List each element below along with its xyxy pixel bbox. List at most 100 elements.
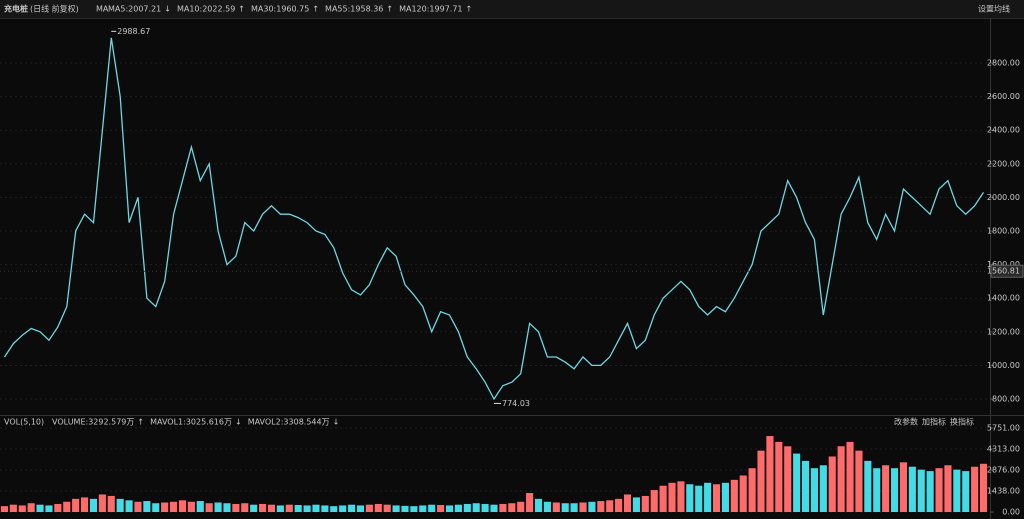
vol-arrow: ↓ bbox=[333, 418, 340, 427]
volume-bar bbox=[445, 505, 454, 512]
volume-bar bbox=[0, 506, 9, 512]
volume-bar bbox=[926, 471, 934, 512]
y-tick-label: 2400.00 bbox=[987, 126, 1020, 135]
y-tick-label: 2876.00 bbox=[987, 465, 1020, 474]
volume-bar bbox=[454, 504, 462, 512]
volume-bar bbox=[588, 501, 596, 512]
volume-bar bbox=[339, 505, 347, 512]
volume-bar bbox=[801, 460, 810, 512]
volume-bar bbox=[695, 485, 703, 512]
volume-bar bbox=[953, 469, 961, 512]
volume-bar bbox=[463, 503, 471, 512]
last-price-box bbox=[990, 264, 1024, 278]
y-tick-label: 1200.00 bbox=[987, 327, 1020, 336]
y-tick-label: 2800.00 bbox=[987, 59, 1020, 68]
volume-bar bbox=[899, 462, 908, 512]
ma-value: MA120:1997.71 bbox=[399, 5, 462, 14]
volume-bar bbox=[828, 456, 836, 512]
volume-bar bbox=[170, 501, 178, 512]
volume-bar bbox=[80, 497, 89, 512]
volume-bar bbox=[534, 498, 543, 512]
volume-bar bbox=[356, 505, 365, 512]
volume-bar bbox=[784, 446, 792, 512]
volume-bar bbox=[712, 484, 721, 512]
indicator-button[interactable]: 换指标 bbox=[950, 417, 974, 427]
volume-bar bbox=[552, 502, 560, 512]
volume-bar bbox=[267, 504, 276, 512]
volume-bar bbox=[962, 471, 970, 512]
volume-bar bbox=[312, 504, 320, 512]
volume-bar bbox=[721, 482, 729, 512]
y-tick-label: 0.00 bbox=[1002, 508, 1020, 517]
settings-button[interactable]: 设置均线 bbox=[978, 4, 1010, 14]
volume-bar bbox=[365, 504, 373, 512]
volume-bar bbox=[348, 504, 356, 512]
volume-bar bbox=[748, 468, 756, 512]
volume-bar bbox=[882, 465, 890, 512]
volume-bar bbox=[410, 506, 418, 512]
volume-bar bbox=[704, 482, 712, 512]
volume-bar bbox=[72, 498, 80, 512]
volume-bar bbox=[134, 501, 142, 512]
volume-bar bbox=[285, 504, 293, 512]
volume-bar bbox=[178, 500, 187, 512]
ma-value: MA5:2007.21 bbox=[108, 5, 161, 14]
volume-bar bbox=[793, 453, 801, 512]
y-tick-label: 5751.00 bbox=[987, 424, 1020, 433]
volume-bar bbox=[517, 501, 525, 512]
volume-bar bbox=[819, 465, 827, 512]
volume-bar bbox=[730, 479, 738, 512]
volume-bar bbox=[864, 460, 872, 512]
vol-value: VOLUME:3292.579万 bbox=[52, 418, 134, 427]
y-tick-label: 1600.00 bbox=[987, 260, 1020, 269]
volume-bar bbox=[63, 501, 71, 512]
volume-bar bbox=[321, 505, 329, 512]
y-tick-label: 1800.00 bbox=[987, 227, 1020, 236]
ma-value: MA30:1960.75 bbox=[251, 5, 309, 14]
volume-bar bbox=[54, 503, 62, 512]
volume-bar bbox=[45, 505, 53, 512]
ma-value: MA55:1958.36 bbox=[325, 5, 383, 14]
volume-bar bbox=[543, 501, 551, 512]
volume-bar bbox=[757, 450, 765, 512]
volume-bar bbox=[659, 485, 667, 512]
volume-bar bbox=[677, 481, 685, 512]
volume-bar bbox=[632, 497, 640, 512]
ma-value: MA10:2022.59 bbox=[177, 5, 235, 14]
volume-bar bbox=[766, 436, 774, 512]
volume-bar bbox=[623, 494, 632, 512]
volume-bar bbox=[606, 500, 614, 512]
volume-bar bbox=[686, 484, 694, 512]
indicator-button[interactable]: 改参数 bbox=[894, 417, 918, 427]
volume-bar bbox=[944, 465, 952, 512]
low-annotation: 774.03 bbox=[502, 399, 530, 408]
volume-bar bbox=[561, 503, 569, 512]
volume-bar bbox=[152, 503, 160, 512]
volume-bar bbox=[855, 450, 863, 512]
volume-bar bbox=[935, 468, 943, 512]
volume-bar bbox=[615, 498, 623, 512]
y-tick-label: 4313.00 bbox=[987, 444, 1020, 453]
volume-bar bbox=[205, 503, 213, 512]
volume-bar bbox=[846, 441, 854, 512]
volume-bar bbox=[89, 498, 98, 512]
volume-bar bbox=[570, 503, 578, 512]
vol-arrow: ↓ bbox=[235, 418, 242, 427]
volume-bar bbox=[9, 504, 17, 512]
volume-bar bbox=[232, 503, 240, 512]
indicator-button[interactable]: 加指标 bbox=[922, 417, 946, 427]
ma-arrow: ↑ bbox=[386, 5, 393, 14]
volume-bar bbox=[971, 466, 979, 512]
y-tick-label: 2200.00 bbox=[987, 159, 1020, 168]
toolbar bbox=[0, 0, 1024, 18]
volume-bar bbox=[161, 502, 169, 512]
volume-bar bbox=[597, 501, 605, 512]
volume-bar bbox=[810, 468, 818, 512]
y-tick-label: 800.00 bbox=[992, 395, 1020, 404]
volume-bar bbox=[250, 504, 258, 512]
volume-bar bbox=[125, 500, 133, 512]
volume-bar bbox=[259, 503, 267, 512]
ma-label: MA bbox=[96, 5, 109, 14]
volume-bar bbox=[873, 468, 881, 512]
